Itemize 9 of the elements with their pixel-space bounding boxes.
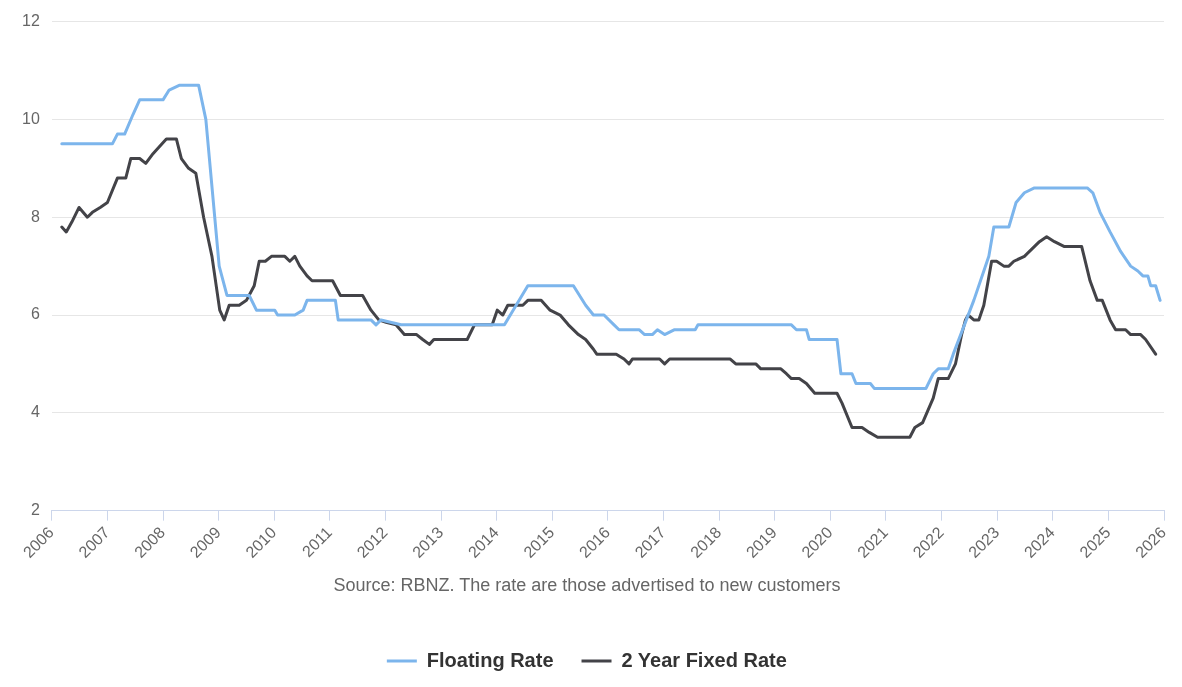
legend-label: Floating Rate: [426, 648, 554, 671]
y-tick-label: 2: [30, 501, 40, 519]
source-note: Source: RBNZ. The rate are those advertised to new customers: [333, 575, 841, 596]
y-tick-label: 4: [30, 403, 40, 421]
y-tick-label: 6: [30, 305, 40, 323]
legend-label: 2 Year Fixed Rate: [621, 648, 787, 671]
y-tick-label: 8: [30, 207, 40, 225]
y-tick-label: 10: [22, 109, 40, 127]
y-tick-label: 12: [22, 12, 40, 30]
